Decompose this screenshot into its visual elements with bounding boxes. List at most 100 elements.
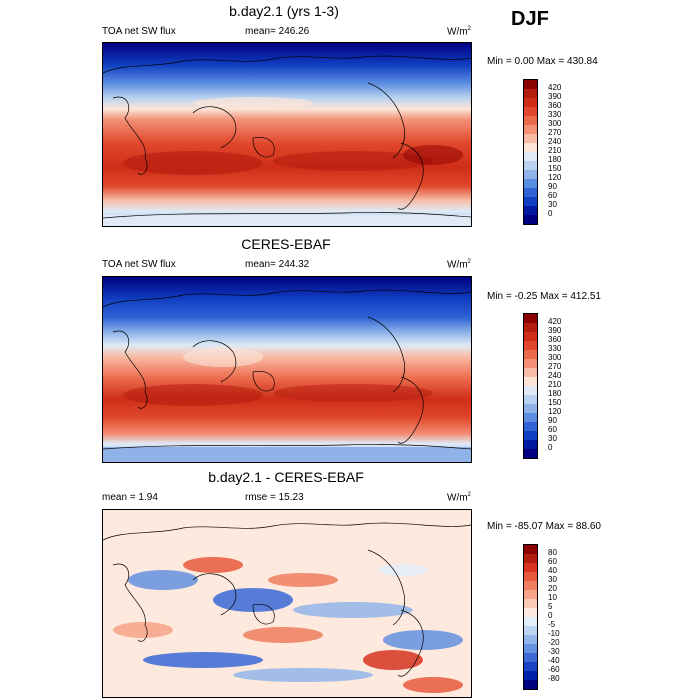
colorbar-segment	[524, 206, 537, 215]
colorbar-tick-label: 360	[548, 335, 562, 344]
colorbar-segment	[524, 116, 537, 125]
colorbar-segment	[524, 125, 537, 134]
colorbar-segment	[524, 413, 537, 422]
colorbar-tick-label: -10	[548, 629, 560, 638]
colorbar-tick-label: 330	[548, 344, 562, 353]
colorbar-tick-label: 5	[548, 602, 553, 611]
colorbar-tick-label: 10	[548, 593, 557, 602]
colorbar-segment	[524, 98, 537, 107]
colorbar-tick-label: 80	[548, 548, 557, 557]
panel-1-title: b.day2.1 (yrs 1-3)	[229, 3, 339, 19]
colorbar-segment	[524, 179, 537, 188]
colorbar-tick-label: 30	[548, 575, 557, 584]
colorbar-tick-label: 420	[548, 317, 562, 326]
colorbar-tick-label: 210	[548, 380, 562, 389]
colorbar-segment	[524, 545, 537, 554]
colorbar-segment	[524, 581, 537, 590]
colorbar-segment	[524, 563, 537, 572]
colorbar-tick-label: 90	[548, 416, 557, 425]
colorbar-tick-label: 0	[548, 611, 553, 620]
colorbar-segment	[524, 314, 537, 323]
panel-2-minmax: Min = -0.25 Max = 412.51	[487, 291, 601, 302]
colorbar-segment	[524, 332, 537, 341]
colorbar-segment	[524, 431, 537, 440]
colorbar-tick-label: 120	[548, 407, 562, 416]
panel-2-mean-label: mean= 244.32	[245, 259, 310, 270]
colorbar-segment	[524, 422, 537, 431]
colorbar-segment	[524, 617, 537, 626]
colorbar-segment	[524, 215, 537, 224]
colorbar-segment	[524, 89, 537, 98]
colorbar-tick-label: 0	[548, 209, 553, 218]
colorbar-tick-label: 330	[548, 110, 562, 119]
panel-1-mean-label: mean= 246.26	[245, 26, 310, 37]
colorbar-tick-label: 120	[548, 173, 562, 182]
colorbar-tick-label: 180	[548, 389, 562, 398]
colorbar-tick-label: 60	[548, 191, 557, 200]
panel-3-title: b.day2.1 - CERES-EBAF	[208, 469, 364, 485]
colorbar-segment	[524, 449, 537, 458]
colorbar-segment	[524, 395, 537, 404]
colorbar-segment	[524, 188, 537, 197]
colorbar-tick-label: 240	[548, 371, 562, 380]
colorbar-tick-label: 210	[548, 146, 562, 155]
colorbar-segment	[524, 134, 537, 143]
colorbar-tick-label: -20	[548, 638, 560, 647]
colorbar-tick-label: 20	[548, 584, 557, 593]
colorbar-segment	[524, 680, 537, 689]
panel-3-minmax: Min = -85.07 Max = 88.60	[487, 521, 601, 532]
colorbar-segment	[524, 80, 537, 89]
colorbar-tick-label: 60	[548, 425, 557, 434]
colorbar-tick-label: 40	[548, 566, 557, 575]
colorbar-tick-label: 0	[548, 443, 553, 452]
colorbar-tick-label: 30	[548, 434, 557, 443]
panel-1-variable-label: TOA net SW flux	[102, 26, 176, 37]
colorbar-segment	[524, 671, 537, 680]
panel-1-map	[102, 42, 472, 227]
colorbar-segment	[524, 107, 537, 116]
colorbar-tick-label: 150	[548, 398, 562, 407]
colorbar-segment	[524, 644, 537, 653]
colorbar-tick-label: 30	[548, 200, 557, 209]
colorbar-segment	[524, 161, 537, 170]
colorbar-tick-label: -5	[548, 620, 556, 629]
colorbar-segment	[524, 662, 537, 671]
panel-1-minmax: Min = 0.00 Max = 430.84	[487, 56, 598, 67]
colorbar-segment	[524, 341, 537, 350]
panel-2-variable-label: TOA net SW flux	[102, 259, 176, 270]
colorbar-tick-label: 300	[548, 353, 562, 362]
colorbar-segment	[524, 440, 537, 449]
colorbar-segment	[524, 608, 537, 617]
panel-3-mean-label: mean = 1.94	[102, 492, 158, 503]
colorbar-tick-label: 270	[548, 362, 562, 371]
panel-2-units: W/m2	[447, 259, 471, 271]
colorbar-tick-label: -80	[548, 674, 560, 683]
colorbar-tick-label: 390	[548, 326, 562, 335]
panel-2-map	[102, 276, 472, 463]
panel-3-units: W/m2	[447, 492, 471, 504]
colorbar-tick-label: 390	[548, 92, 562, 101]
colorbar-tick-label: 270	[548, 128, 562, 137]
colorbar-segment	[524, 590, 537, 599]
colorbar-segment	[524, 377, 537, 386]
colorbar-segment	[524, 626, 537, 635]
panel-2-title: CERES-EBAF	[241, 236, 331, 252]
colorbar-tick-label: 60	[548, 557, 557, 566]
colorbar-tick-label: 360	[548, 101, 562, 110]
colorbar-segment	[524, 350, 537, 359]
colorbar-segment	[524, 386, 537, 395]
colorbar-tick-label: -40	[548, 656, 560, 665]
colorbar-segment	[524, 323, 537, 332]
colorbar-segment	[524, 170, 537, 179]
colorbar-segment	[524, 599, 537, 608]
panel-2-colorbar	[523, 313, 538, 459]
panel-3-colorbar	[523, 544, 538, 690]
colorbar-segment	[524, 143, 537, 152]
colorbar-tick-label: 300	[548, 119, 562, 128]
colorbar-segment	[524, 152, 537, 161]
panel-3-rmse-label: rmse = 15.23	[245, 492, 304, 503]
colorbar-tick-label: 150	[548, 164, 562, 173]
season-label: DJF	[511, 8, 549, 30]
colorbar-tick-label: -30	[548, 647, 560, 656]
panel-3-map	[102, 509, 472, 698]
